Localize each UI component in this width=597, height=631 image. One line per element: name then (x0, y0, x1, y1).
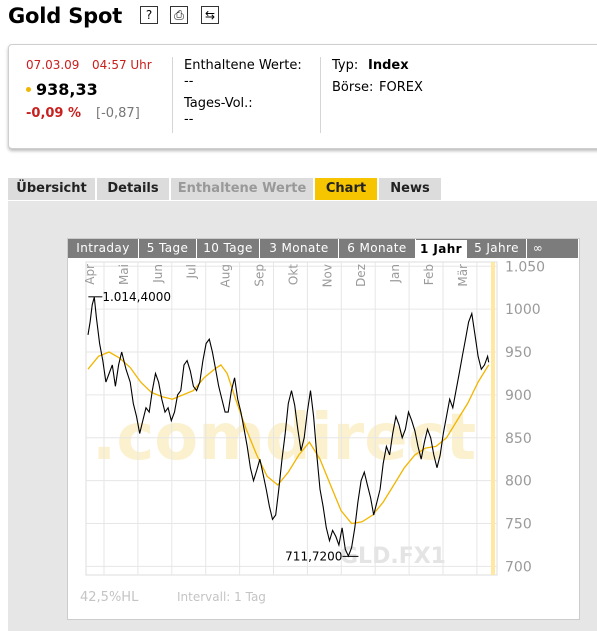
y-tick-label: 850 (505, 431, 532, 447)
x-tick-label: Aug (219, 264, 233, 287)
quote-change-pct: -0,09 % (26, 106, 82, 121)
high-annotation: 1.014,4000 (102, 290, 171, 304)
quote-date: 07.03.09 (26, 58, 80, 72)
constituents-label: Enthaltene Werte: (184, 58, 302, 73)
range-tab-5-jahre[interactable]: 5 Jahre (467, 239, 527, 258)
y-tick-label: 1.050 (505, 259, 545, 275)
x-tick-label: Feb (422, 264, 436, 285)
range-tab-6-monate[interactable]: 6 Monate (339, 239, 416, 258)
range-tab-5-tage[interactable]: 5 Tage (139, 239, 197, 258)
range-tab-bar: Intraday 5 Tage 10 Tage 3 Monate 6 Monat… (68, 239, 578, 258)
tab-enthaltene-werte: Enthaltene Werte (171, 178, 315, 200)
type-value: Index (368, 58, 409, 73)
tab-news[interactable]: News (379, 178, 443, 200)
x-tick-label: Apr (83, 264, 97, 285)
page-title: Gold Spot (8, 4, 123, 28)
chart-footer-interval: Intervall: 1 Tag (177, 590, 266, 604)
divider (172, 57, 173, 133)
range-tab-3-monate[interactable]: 3 Monate (260, 239, 339, 258)
quote-change-abs: [-0,87] (96, 106, 140, 121)
x-tick-label: Jun (151, 264, 165, 284)
range-tab-10-tage[interactable]: 10 Tage (197, 239, 260, 258)
live-dot-icon (26, 87, 31, 92)
current-date-marker (491, 262, 495, 575)
range-tab-intraday[interactable]: Intraday (68, 239, 139, 258)
x-tick-label: Jan (388, 264, 402, 284)
constituents-value: -- (184, 74, 194, 89)
help-icon[interactable]: ? (140, 6, 158, 24)
divider (320, 57, 321, 133)
y-tick-label: 800 (505, 474, 532, 490)
price-line (87, 297, 490, 558)
exchange-label: Börse: (332, 80, 374, 95)
x-tick-label: Sep (253, 264, 267, 287)
low-annotation: 711,7200 (285, 549, 342, 563)
moving-average-line (87, 351, 490, 525)
quote-box: 07.03.09 04:57 Uhr 938,33 -0,09 % [-0,87… (8, 44, 597, 149)
x-tick-label: Mai (117, 264, 131, 285)
y-tick-label: 1000 (505, 302, 541, 318)
tab-uebersicht[interactable]: Übersicht (8, 178, 97, 200)
volume-value: -- (184, 112, 194, 127)
y-tick-label: 750 (505, 517, 532, 533)
y-tick-label: 900 (505, 388, 532, 404)
range-tab-1-jahr[interactable]: 1 Jahr (416, 240, 467, 258)
x-tick-label: Mär (456, 264, 470, 287)
quote-time: 04:57 Uhr (92, 58, 152, 72)
tab-chart[interactable]: Chart (315, 178, 379, 200)
volume-label: Tages-Vol.: (184, 96, 253, 111)
exchange-value: FOREX (379, 80, 423, 95)
quote-price: 938,33 (36, 80, 98, 99)
x-tick-label: Okt (286, 264, 300, 285)
x-tick-label: Jul (185, 264, 199, 279)
plot-area (85, 261, 498, 576)
y-tick-label: 700 (505, 559, 532, 575)
x-tick-label: Nov (320, 264, 334, 287)
range-tab-max[interactable]: ∞ (532, 241, 544, 255)
x-tick-label: Dez (354, 264, 368, 287)
refresh-icon[interactable]: ⇆ (201, 6, 219, 24)
y-tick-label: 950 (505, 345, 532, 361)
chart-footer-hl: 42,5%HL (80, 590, 139, 605)
type-label: Typ: (332, 58, 359, 73)
tab-details[interactable]: Details (97, 178, 171, 200)
print-icon[interactable]: ⎙ (170, 6, 188, 24)
